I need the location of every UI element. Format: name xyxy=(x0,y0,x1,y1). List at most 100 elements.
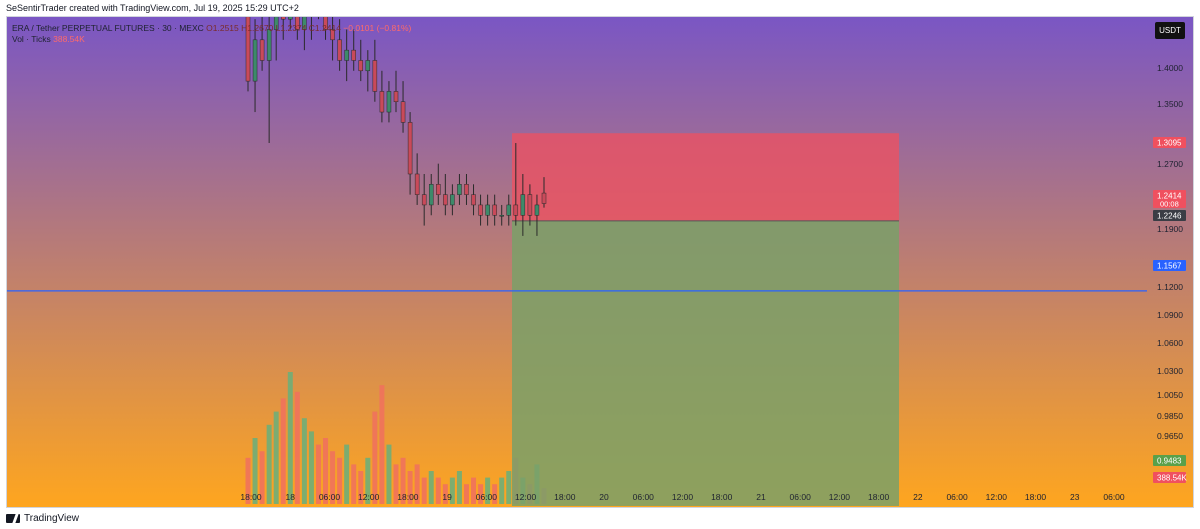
candle-body xyxy=(288,17,293,20)
time-tick-label: 12:00 xyxy=(672,492,694,502)
volume-bar xyxy=(266,424,272,504)
volume-bar xyxy=(308,431,314,504)
candle-body xyxy=(541,192,547,204)
candle-body xyxy=(337,39,342,61)
ohlc-high: H1.2670 xyxy=(241,23,274,33)
price-label-box xyxy=(1153,137,1186,148)
volume-bar xyxy=(280,398,286,504)
price-label-text: 1.3095 xyxy=(1157,139,1182,148)
volume-bar xyxy=(478,484,484,504)
price-label-countdown: 00:08 xyxy=(1160,200,1179,209)
time-axis[interactable]: 18:00 18 06:00 12:00 18:00 19 06:00 12:00 18:00 2… xyxy=(240,492,1125,502)
volume-bar xyxy=(442,484,448,504)
price-label-1-1567: 1.1567 xyxy=(1153,260,1186,271)
volume-value: 388.54K xyxy=(53,34,85,44)
price-tick-label: 1.0300 xyxy=(1157,366,1183,376)
candle-body xyxy=(428,184,434,206)
price-label-box xyxy=(1153,190,1186,208)
ohlc-low: L1.2374 xyxy=(275,23,307,33)
price-label-0-9483: 0.9483 xyxy=(1153,455,1186,466)
chart-canvas[interactable]: 1.4000 1.3500 1.2700 1.1900 1.1200 1.0900 1.06… xyxy=(7,17,1194,508)
volume-bar xyxy=(485,477,491,504)
short-position-tool[interactable] xyxy=(512,133,899,506)
candle-body xyxy=(492,204,497,216)
time-tick-label: 19 xyxy=(442,492,452,502)
volume-bar xyxy=(252,438,258,504)
candle-body xyxy=(485,204,490,216)
price-tick-label: 1.1200 xyxy=(1157,282,1183,292)
time-tick-label: 18:00 xyxy=(711,492,733,502)
volume-bar xyxy=(456,471,462,504)
volume-bar xyxy=(379,385,385,504)
volume-bar xyxy=(301,418,307,504)
price-label-box xyxy=(1153,472,1186,483)
price-label-text: 1.2414 xyxy=(1157,192,1182,201)
ohlc-change: −0.0101 (−0.81%) xyxy=(343,23,412,33)
symbol-legend: ERA / Tether PERPETUAL FUTURES · 30 · ME… xyxy=(12,23,411,45)
candle-body xyxy=(450,194,455,206)
time-tick-label: 18 xyxy=(285,492,295,502)
candle-body xyxy=(323,17,328,30)
candle-body xyxy=(499,215,504,217)
candle-body xyxy=(478,204,483,216)
candle-body xyxy=(358,60,364,72)
candle-body xyxy=(457,184,462,195)
volume-bar xyxy=(315,444,321,504)
currency-button[interactable]: USDT xyxy=(1155,22,1185,39)
candle-body xyxy=(386,91,392,113)
time-tick-label: 06:00 xyxy=(946,492,968,502)
candle-body xyxy=(372,60,378,92)
price-tick-label: 1.1900 xyxy=(1157,224,1183,234)
volume-label[interactable]: Vol · Ticks xyxy=(12,34,51,44)
take-profit-zone xyxy=(512,220,899,506)
volume-bar xyxy=(407,471,413,504)
time-tick-label: 12:00 xyxy=(829,492,851,502)
volume-bar xyxy=(259,451,265,504)
price-tick-label: 1.0900 xyxy=(1157,310,1183,320)
candle-body xyxy=(407,122,413,175)
time-tick-label: 22 xyxy=(913,492,923,502)
time-tick-label: 06:00 xyxy=(476,492,498,502)
volume-bar xyxy=(471,477,477,504)
volume-bar xyxy=(428,471,434,504)
created-text: SeSentirTrader created with TradingView.… xyxy=(6,3,299,13)
candle-body xyxy=(400,101,406,123)
chart-frame[interactable]: 1.4000 1.3500 1.2700 1.1900 1.1200 1.0900 1.06… xyxy=(6,16,1194,508)
candle-body xyxy=(273,17,279,30)
time-tick-label: 20 xyxy=(599,492,609,502)
candle-body xyxy=(351,49,356,61)
volume-bar xyxy=(287,372,293,504)
price-label-text: 1.2246 xyxy=(1157,212,1182,221)
price-tick-label: 1.2700 xyxy=(1157,159,1183,169)
volume-bar xyxy=(294,391,300,504)
candles xyxy=(245,17,547,236)
candle-body xyxy=(365,60,371,72)
candle-body xyxy=(471,194,476,206)
time-tick-label: 18:00 xyxy=(868,492,890,502)
candle-body xyxy=(520,194,526,216)
candle-body xyxy=(280,17,286,20)
volume-bar xyxy=(421,477,427,504)
price-axis[interactable]: 1.4000 1.3500 1.2700 1.1900 1.1200 1.0900 1.06… xyxy=(1153,63,1187,483)
price-tick-label: 1.0600 xyxy=(1157,338,1183,348)
candle-body xyxy=(436,184,441,195)
candle-body xyxy=(302,17,307,30)
price-tick-label: 0.9850 xyxy=(1157,411,1183,421)
volume-bar xyxy=(351,464,357,504)
price-label-text: 1.1567 xyxy=(1157,262,1182,271)
price-tick-label: 1.0050 xyxy=(1157,390,1183,400)
time-tick-label: 18:00 xyxy=(1025,492,1047,502)
time-tick-label: 06:00 xyxy=(1103,492,1125,502)
volume-bar xyxy=(393,464,399,504)
volume-bar xyxy=(365,457,371,504)
candle-body xyxy=(464,184,469,195)
symbol-name[interactable]: ERA / Tether PERPETUAL FUTURES · 30 · ME… xyxy=(12,23,204,33)
price-label-1-3095: 1.3095 xyxy=(1153,137,1186,148)
candle-body xyxy=(393,91,399,102)
volume-bar xyxy=(245,457,251,504)
volume-bar xyxy=(358,471,364,504)
time-tick-label: 18:00 xyxy=(397,492,419,502)
time-tick-label: 06:00 xyxy=(319,492,341,502)
volume-bar xyxy=(414,464,420,504)
